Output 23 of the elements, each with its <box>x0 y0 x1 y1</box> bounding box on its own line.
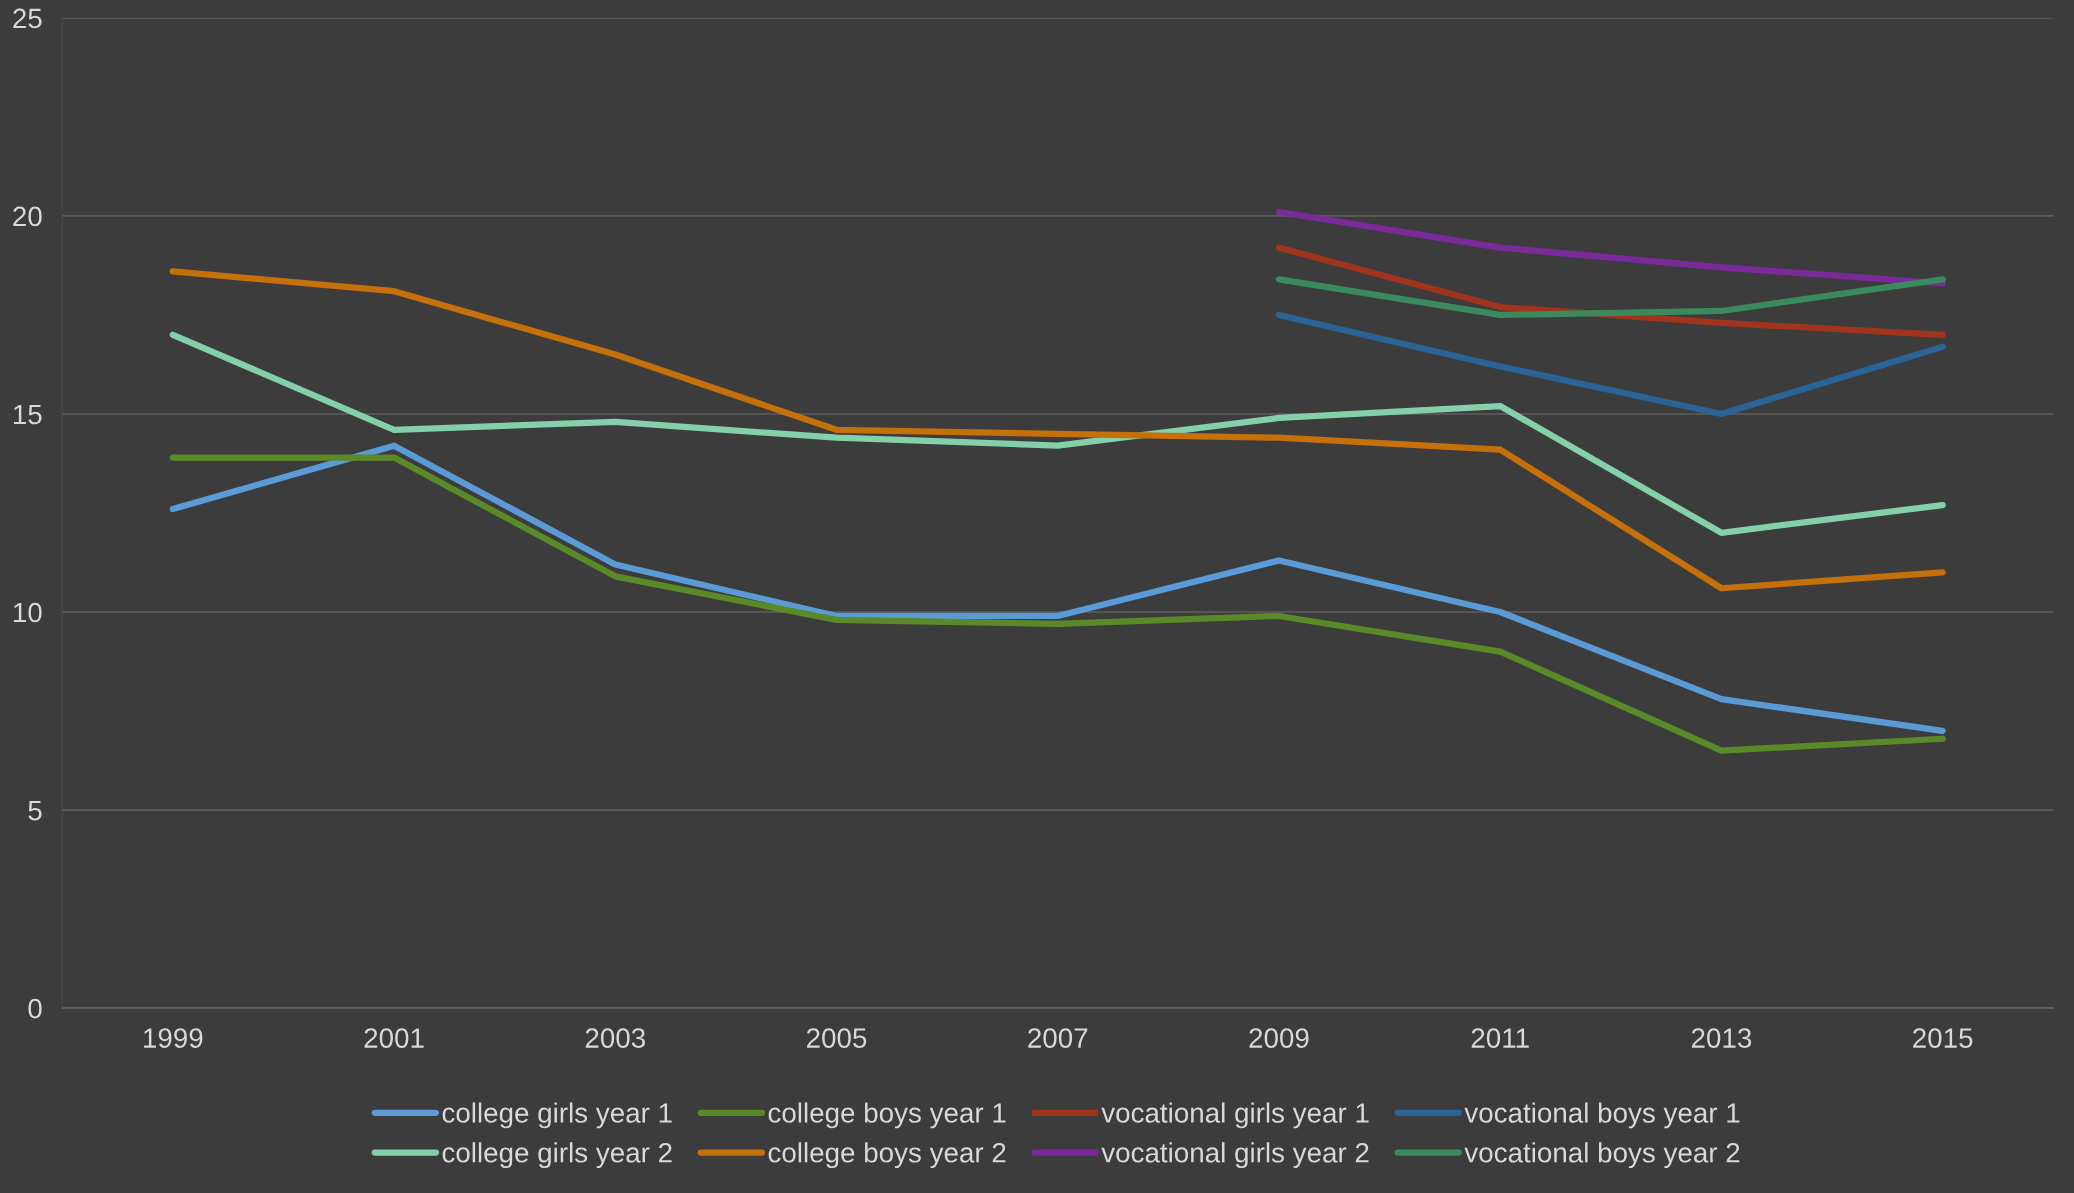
legend-label: college boys year 2 <box>768 1142 1006 1169</box>
legend-label: vocational boys year 1 <box>1464 1102 1740 1129</box>
legend-label: vocational boys year 2 <box>1464 1142 1740 1169</box>
legend-label: college boys year 1 <box>768 1102 1006 1129</box>
x-tick-label: 1999 <box>144 1028 203 1048</box>
x-tick-label: 2011 <box>1471 1028 1529 1048</box>
x-tick-label: 2001 <box>364 1028 424 1048</box>
y-tick-label: 10 <box>14 602 42 623</box>
legend-label: vocational girls year 2 <box>1101 1142 1369 1169</box>
x-tick-label: 2003 <box>585 1028 645 1048</box>
legend-label: college girls year 1 <box>442 1102 672 1129</box>
x-tick-label: 2007 <box>1028 1028 1088 1048</box>
legend-label: vocational girls year 1 <box>1101 1102 1369 1129</box>
x-tick-label: 2015 <box>1913 1028 1973 1048</box>
x-tick-label: 2013 <box>1691 1028 1752 1048</box>
y-tick-label: 20 <box>13 206 42 227</box>
y-tick-label: 15 <box>14 404 42 425</box>
y-tick-label: 25 <box>13 8 42 29</box>
y-tick-label: 5 <box>28 801 42 821</box>
y-tick-label: 0 <box>28 998 42 1019</box>
x-tick-label: 2009 <box>1249 1028 1309 1048</box>
x-tick-label: 2005 <box>807 1028 867 1048</box>
legend-label: college girls year 2 <box>442 1142 672 1169</box>
